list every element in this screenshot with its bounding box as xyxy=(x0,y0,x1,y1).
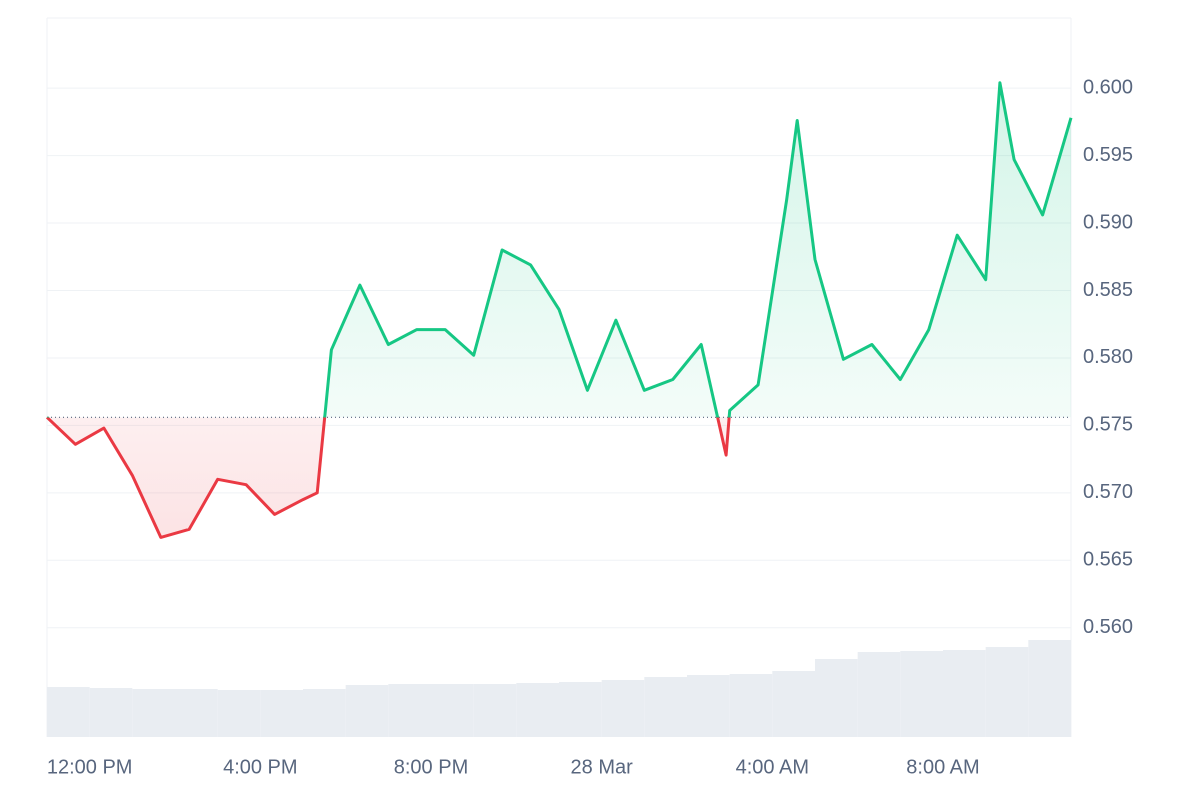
y-tick-label: 0.585 xyxy=(1083,279,1133,301)
volume-bar xyxy=(644,677,687,737)
y-tick-label: 0.575 xyxy=(1083,414,1133,436)
volume-bar xyxy=(260,690,303,737)
y-tick-label: 0.570 xyxy=(1083,481,1133,503)
volume-bar xyxy=(431,684,474,737)
volume-bar xyxy=(985,647,1029,737)
volume-bar xyxy=(900,651,943,737)
volume-bar xyxy=(687,675,730,737)
y-tick-label: 0.565 xyxy=(1083,549,1133,571)
x-tick-label: 8:00 PM xyxy=(394,756,468,778)
volume-bar xyxy=(1028,640,1071,737)
volume-bar xyxy=(729,674,773,737)
volume-bar xyxy=(601,680,645,737)
x-tick-label: 28 Mar xyxy=(571,756,634,778)
volume-bar xyxy=(943,650,986,737)
volume-bar xyxy=(559,682,602,737)
x-tick-label: 4:00 AM xyxy=(736,756,809,778)
y-tick-label: 0.580 xyxy=(1083,346,1133,368)
volume-bar xyxy=(303,689,346,737)
volume-bar xyxy=(815,659,858,737)
x-tick-label: 4:00 PM xyxy=(223,756,297,778)
y-tick-label: 0.600 xyxy=(1083,76,1133,98)
price-line xyxy=(45,81,1073,539)
x-tick-label: 12:00 PM xyxy=(47,756,133,778)
y-tick-label: 0.595 xyxy=(1083,144,1133,166)
volume-bar xyxy=(47,687,90,737)
volume-bar xyxy=(516,683,559,737)
x-tick-label: 8:00 AM xyxy=(906,756,979,778)
volume-bar xyxy=(89,688,133,737)
volume-bar xyxy=(473,684,517,737)
volume-bar xyxy=(217,690,261,737)
volume-bar xyxy=(772,671,815,737)
volume-bar xyxy=(345,685,389,737)
volume-bar xyxy=(175,689,218,737)
volume-bar xyxy=(132,689,175,737)
volume-bar xyxy=(388,684,431,737)
volume-bar xyxy=(857,652,901,737)
y-tick-label: 0.560 xyxy=(1083,616,1133,638)
y-tick-label: 0.590 xyxy=(1083,211,1133,233)
